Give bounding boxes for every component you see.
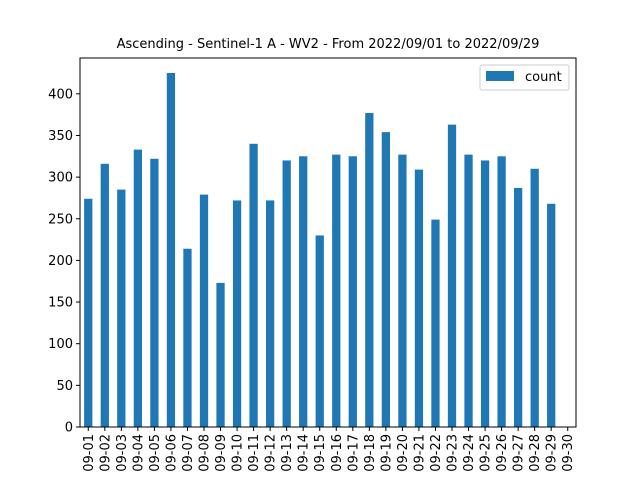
x-tick-label: 09-22 [429,434,444,472]
bar-09-20 [398,154,407,427]
x-tick-label: 09-26 [495,434,510,472]
x-tick-label: 09-09 [214,434,229,472]
bar-09-23 [447,124,457,427]
legend-swatch [486,71,514,81]
x-tick-label: 09-16 [330,434,345,472]
bar-09-12 [266,200,275,427]
bar-09-07 [183,248,192,427]
x-tick-label: 09-06 [164,434,179,472]
bar-09-21 [414,169,424,427]
x-tick-label: 09-20 [396,434,411,472]
bar-09-13 [282,160,291,427]
bar-09-04 [133,149,142,427]
x-tick-label: 09-12 [264,434,279,472]
bar-09-25 [480,160,490,427]
x-tick-label: 09-25 [479,434,494,472]
x-tick-label: 09-24 [462,434,477,472]
x-tick-label: 09-29 [545,434,560,472]
bar-09-26 [497,156,506,427]
legend: count [479,64,570,91]
x-tick-label: 09-15 [313,434,328,472]
bar-09-08 [199,194,209,427]
legend-label: count [525,70,562,85]
y-axis: 0 50 100 150 200 250 300 350 400 [48,87,80,436]
bar-09-11 [249,143,258,427]
bar-09-24 [464,154,473,427]
bar-09-29 [547,203,556,427]
x-tick-label: 09-03 [115,434,130,472]
x-tick-label: 09-28 [528,434,543,472]
chart-title: Ascending - Sentinel-1 A - WV2 - From 20… [117,37,540,52]
bar-09-01 [84,198,93,427]
x-tick-label: 09-18 [363,434,378,472]
bar-09-02 [100,163,109,427]
y-tick-label: 350 [48,129,73,144]
bar-09-06 [166,72,176,427]
bar-09-03 [117,189,126,427]
bar-09-09 [216,282,225,427]
bar-09-14 [299,156,308,427]
y-tick-label: 150 [48,296,73,311]
x-axis: 09-01 09-02 09-03 09-04 09-05 09-06 09-07 09-08… [82,427,576,472]
y-tick-label: 0 [65,421,73,436]
x-tick-label: 09-17 [346,434,361,472]
x-tick-label: 09-05 [148,434,163,472]
x-tick-label: 09-07 [181,434,196,472]
plot-frame [79,57,577,428]
x-tick-label: 09-19 [379,434,394,472]
bar-09-05 [150,158,159,427]
bar-09-17 [348,156,357,427]
bar-09-19 [381,132,390,427]
bar-09-28 [530,168,539,427]
bars-group [84,72,556,428]
x-tick-label: 09-23 [446,434,461,472]
x-tick-label: 09-02 [98,434,113,472]
bar-09-10 [232,200,242,427]
bar-09-18 [365,112,374,428]
x-tick-label: 09-08 [198,434,213,472]
bar-09-22 [431,219,440,427]
y-tick-label: 300 [48,171,73,186]
x-tick-label: 09-14 [297,434,312,472]
y-tick-label: 250 [48,212,73,227]
y-tick-label: 100 [48,337,73,352]
x-tick-label: 09-11 [247,434,262,472]
bar-09-16 [332,154,341,427]
x-tick-label: 09-21 [412,434,427,472]
y-tick-label: 50 [56,379,73,394]
bar-09-15 [315,235,324,427]
y-tick-label: 400 [48,87,73,102]
x-tick-label: 09-27 [512,434,527,472]
x-tick-label: 09-04 [131,434,146,472]
x-tick-label: 09-30 [561,434,576,472]
x-tick-label: 09-01 [82,434,97,472]
x-tick-label: 09-13 [280,434,295,472]
x-tick-label: 09-10 [231,434,246,472]
y-tick-label: 200 [48,254,73,269]
bar-09-27 [514,187,523,427]
